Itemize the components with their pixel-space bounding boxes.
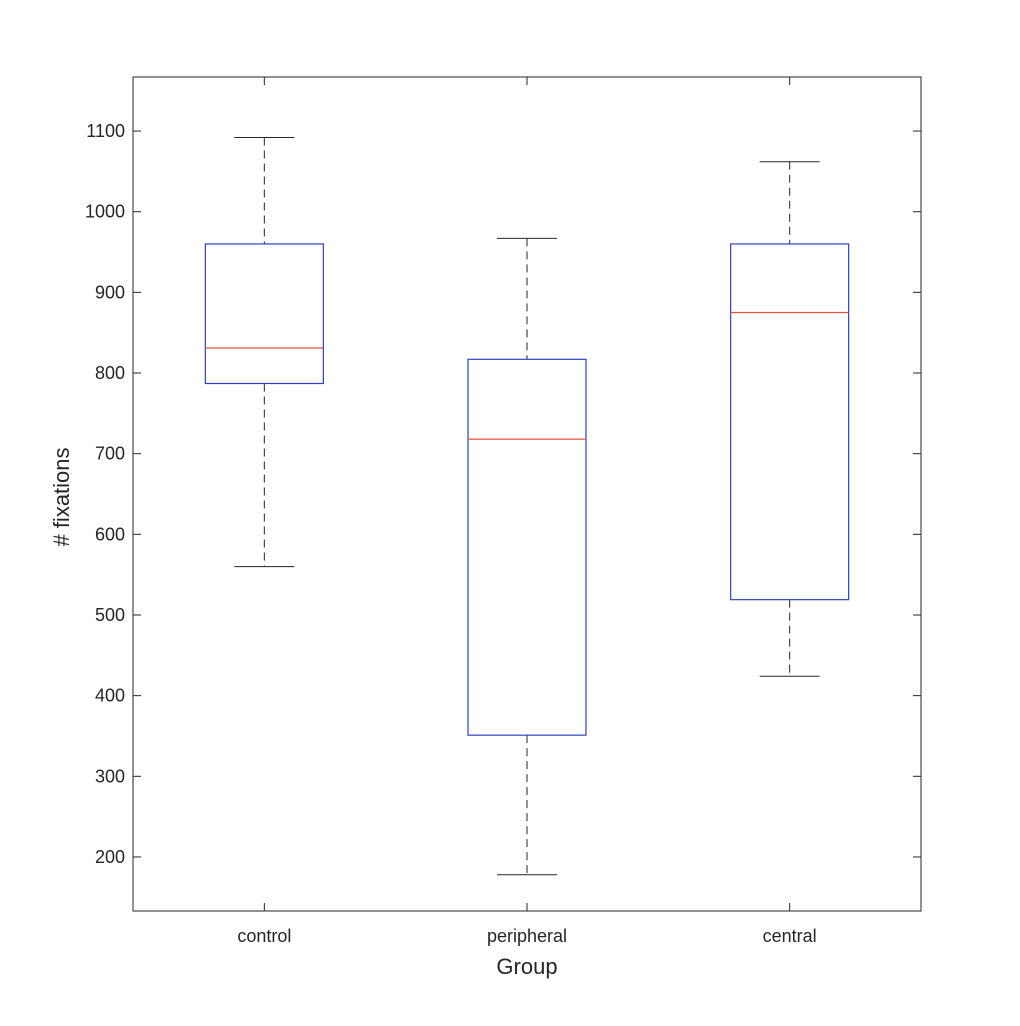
x-tick-label: control xyxy=(237,926,291,946)
y-tick-label: 200 xyxy=(95,847,125,867)
iqr-box xyxy=(204,243,324,385)
plot-area xyxy=(133,77,921,911)
y-tick-label: 600 xyxy=(95,524,125,544)
y-tick-label: 700 xyxy=(95,444,125,464)
x-axis-ticks: control peripheral central xyxy=(237,77,817,946)
y-tick-label: 500 xyxy=(95,605,125,625)
box-peripheral xyxy=(467,237,587,876)
y-axis-ticks: 200 300 400 500 600 700 800 900 1000 1100 xyxy=(85,121,921,867)
x-tick-label: peripheral xyxy=(487,926,567,946)
plot-frame xyxy=(132,76,922,912)
y-tick-label: 300 xyxy=(95,766,125,786)
y-axis-label: # fixations xyxy=(49,447,74,546)
iqr-box xyxy=(730,243,850,601)
iqr-box xyxy=(467,358,587,736)
x-axis-label: Group xyxy=(496,954,557,979)
y-tick-label: 900 xyxy=(95,282,125,302)
y-tick-label: 1000 xyxy=(85,202,125,222)
y-tick-label: 400 xyxy=(95,686,125,706)
y-tick-label: 1100 xyxy=(86,121,125,141)
box-central xyxy=(730,161,850,677)
x-tick-label: central xyxy=(763,926,817,946)
chart-marks xyxy=(204,136,850,876)
y-tick-label: 800 xyxy=(95,363,125,383)
box-control xyxy=(204,136,324,568)
